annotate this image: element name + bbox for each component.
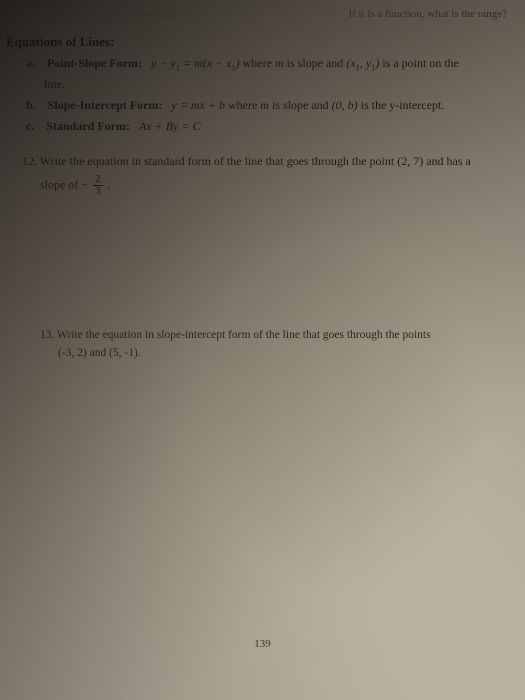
- page-number: 139: [254, 638, 271, 650]
- worksheet-page: If it is a function, what is the domain?…: [0, 0, 525, 700]
- problem-12: 12. Write the equation in standard form …: [6, 152, 511, 197]
- form-c: c. Standard Form: Ax + By = C: [26, 117, 511, 136]
- problem-13-text1: Write the equation in slope-intercept fo…: [57, 329, 431, 341]
- problem-13: 13. Write the equation in slope-intercep…: [6, 327, 511, 362]
- forms-list: a. Point-Slope Form: y − y1 = m(x − x1) …: [6, 54, 511, 136]
- problem-12-num: 12.: [22, 154, 37, 168]
- problem-13-text2: (-3, 2) and (5, -1).: [58, 347, 141, 359]
- form-b-name: Slope-Intercept Form:: [48, 98, 163, 112]
- section-title: Equations of Lines:: [6, 34, 511, 50]
- form-a-desc: where m is slope and (x1, y1) is a point…: [243, 56, 459, 70]
- problem-13-num: 13.: [40, 329, 54, 341]
- problem-12-text2-post: .: [108, 178, 111, 192]
- form-c-eq: Ax + By = C: [139, 119, 201, 133]
- form-a: a. Point-Slope Form: y − y1 = m(x − x1) …: [26, 54, 511, 94]
- form-b: b. Slope-Intercept Form: y = mx + b wher…: [26, 96, 511, 115]
- form-c-label: c.: [26, 119, 34, 133]
- top-right-text: If it is a function, what is the range?: [348, 8, 507, 20]
- form-a-label: a.: [26, 56, 35, 70]
- top-header-row: If it is a function, what is the domain?…: [6, 8, 511, 20]
- form-a-eq: y − y1 = m(x − x1): [151, 56, 243, 70]
- form-b-desc: where m is slope and (0, b) is the y-int…: [228, 98, 444, 112]
- form-b-eq: y = mx + b: [171, 98, 225, 112]
- form-a-line2: line.: [26, 75, 511, 94]
- problem-12-fraction: 2 3: [93, 174, 103, 197]
- form-a-name: Point-Slope Form:: [47, 56, 142, 70]
- problem-12-text2-pre: slope of −: [40, 178, 88, 192]
- form-b-label: b.: [26, 98, 36, 112]
- form-c-name: Standard Form:: [46, 119, 130, 133]
- problem-12-text1: Write the equation in standard form of t…: [40, 154, 471, 168]
- top-left-text: If it is a function, what is the domain?: [10, 8, 177, 20]
